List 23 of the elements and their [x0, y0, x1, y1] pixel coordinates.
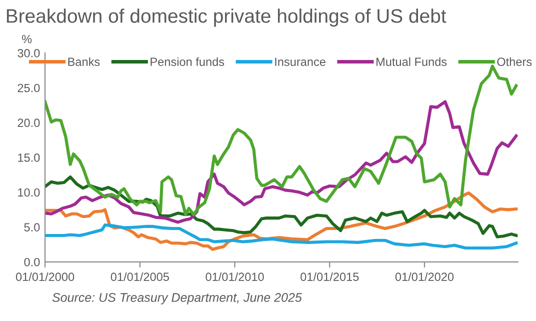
legend-label: Banks	[68, 57, 100, 66]
y-tick-label: 15.0	[18, 153, 40, 162]
x-tick-label: 01/01/2020	[395, 272, 454, 282]
legend-label: Insurance	[275, 58, 326, 66]
y-tick-label: 20.0	[18, 118, 40, 128]
legend-label: Pension funds	[150, 57, 224, 66]
legend-label: Mutual Funds	[376, 57, 447, 66]
y-tick-label: 25.0	[18, 84, 40, 92]
line-series	[45, 175, 518, 238]
x-tick-label: 01/01/2005	[110, 272, 169, 282]
y-tick-label: 30.0	[18, 49, 40, 58]
legend-label: Others	[497, 57, 532, 66]
line-series	[45, 100, 518, 224]
x-tick-label: 01/01/2010	[206, 272, 264, 282]
x-tick-label: 01/01/2015	[300, 272, 359, 282]
y-tick-label: 0.0	[24, 258, 40, 266]
y-tick-label: 5.0	[24, 223, 40, 232]
y-tick-label: 10.0	[18, 188, 40, 197]
x-tick-label: 01/01/2000	[16, 272, 74, 282]
line-series	[45, 223, 518, 250]
y-axis-title: %	[22, 34, 32, 44]
chart-title: Breakdown of domestic private holdings of US debt	[6, 8, 446, 27]
source-note: Source: US Treasury Department, June 2025	[52, 293, 302, 304]
